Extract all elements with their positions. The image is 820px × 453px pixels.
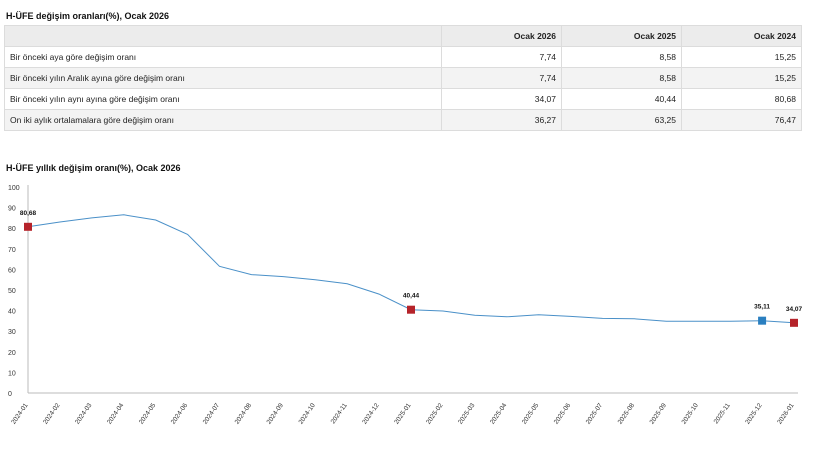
x-tick-label: 2025-02 (425, 402, 445, 426)
y-tick-label: 10 (8, 370, 16, 377)
x-tick-label: 2024-05 (138, 402, 158, 426)
row-label: Bir önceki aya göre değişim oranı (4, 46, 442, 68)
x-tick-label: 2026-01 (776, 402, 796, 426)
x-tick-label: 2024-04 (106, 402, 126, 426)
table-title: H-ÜFE değişim oranları(%), Ocak 2026 (6, 11, 170, 21)
chart-title: H-ÜFE yıllık değişim oranı(%), Ocak 2026 (6, 163, 181, 173)
highlight-marker (407, 305, 415, 314)
row-label: Bir önceki yılın aynı ayına göre değişim… (4, 88, 442, 110)
x-tick-label: 2025-08 (617, 402, 637, 426)
x-tick-label: 2024-12 (361, 402, 381, 426)
y-tick-label: 80 (8, 226, 16, 233)
y-tick-label: 40 (8, 309, 16, 316)
table-row: On iki aylık ortalamalara göre değişim o… (4, 109, 802, 131)
x-tick-label: 2025-01 (393, 402, 413, 426)
cell-value: 40,44 (561, 88, 682, 110)
x-tick-label: 2024-10 (297, 402, 317, 426)
data-label: 35,11 (754, 304, 770, 311)
cell-value: 34,07 (441, 88, 562, 110)
y-tick-label: 100 (8, 185, 20, 192)
cell-value: 76,47 (681, 109, 802, 131)
y-tick-label: 70 (8, 247, 16, 254)
x-tick-label: 2024-07 (202, 402, 222, 426)
x-tick-label: 2025-07 (585, 402, 605, 426)
data-label: 40,44 (403, 293, 420, 300)
x-tick-label: 2025-04 (489, 402, 509, 426)
highlight-marker (790, 318, 798, 327)
x-tick-label: 2025-06 (553, 402, 573, 426)
x-tick-label: 2024-11 (330, 402, 349, 425)
cell-value: 63,25 (561, 109, 682, 131)
x-tick-label: 2024-01 (10, 402, 30, 426)
cell-value: 15,25 (681, 46, 802, 68)
header-ocak-2025: Ocak 2025 (561, 25, 682, 47)
row-label: Bir önceki yılın Aralık ayına göre değiş… (4, 67, 442, 89)
header-ocak-2024: Ocak 2024 (681, 25, 802, 47)
cell-value: 15,25 (681, 67, 802, 89)
table-row: Bir önceki yılın Aralık ayına göre değiş… (4, 67, 802, 89)
x-tick-label: 2025-03 (457, 402, 477, 426)
cell-value: 8,58 (561, 46, 682, 68)
y-tick-label: 90 (8, 206, 16, 213)
y-tick-label: 30 (8, 329, 16, 336)
y-tick-label: 50 (8, 288, 16, 295)
cell-value: 80,68 (681, 88, 802, 110)
highlight-marker (24, 222, 32, 231)
x-tick-label: 2024-08 (234, 402, 254, 426)
cell-value: 36,27 (441, 109, 562, 131)
table-header-row: Ocak 2026 Ocak 2025 Ocak 2024 (4, 25, 802, 47)
y-tick-label: 0 (8, 391, 12, 398)
x-tick-label: 2025-12 (744, 402, 764, 426)
header-empty (4, 25, 442, 47)
table-row: Bir önceki aya göre değişim oranı 7,74 8… (4, 46, 802, 68)
table-row: Bir önceki yılın aynı ayına göre değişim… (4, 88, 802, 110)
x-tick-label: 2024-06 (170, 402, 190, 426)
data-label: 34,07 (786, 306, 803, 313)
x-tick-label: 2025-05 (521, 402, 541, 426)
cell-value: 7,74 (441, 67, 562, 89)
y-tick-label: 20 (8, 350, 16, 357)
cell-value: 7,74 (441, 46, 562, 68)
x-tick-label: 2024-03 (74, 402, 94, 426)
header-ocak-2026: Ocak 2026 (441, 25, 562, 47)
x-tick-label: 2024-09 (266, 402, 286, 426)
x-tick-label: 2025-11 (713, 402, 732, 425)
x-tick-label: 2024-02 (42, 402, 62, 426)
row-label: On iki aylık ortalamalara göre değişim o… (4, 109, 442, 131)
y-tick-label: 60 (8, 267, 16, 274)
x-tick-label: 2025-09 (649, 402, 669, 426)
data-label: 80,68 (20, 210, 37, 217)
x-tick-label: 2025-10 (680, 402, 700, 426)
annual-change-line-chart: 0 10 20 30 40 50 60 70 80 90 100 2024-01 2024-02 2024… (8, 185, 803, 426)
highlight-marker (758, 316, 767, 325)
cell-value: 8,58 (561, 67, 682, 89)
change-rates-table: Ocak 2026 Ocak 2025 Ocak 2024 Bir önceki… (4, 25, 802, 131)
